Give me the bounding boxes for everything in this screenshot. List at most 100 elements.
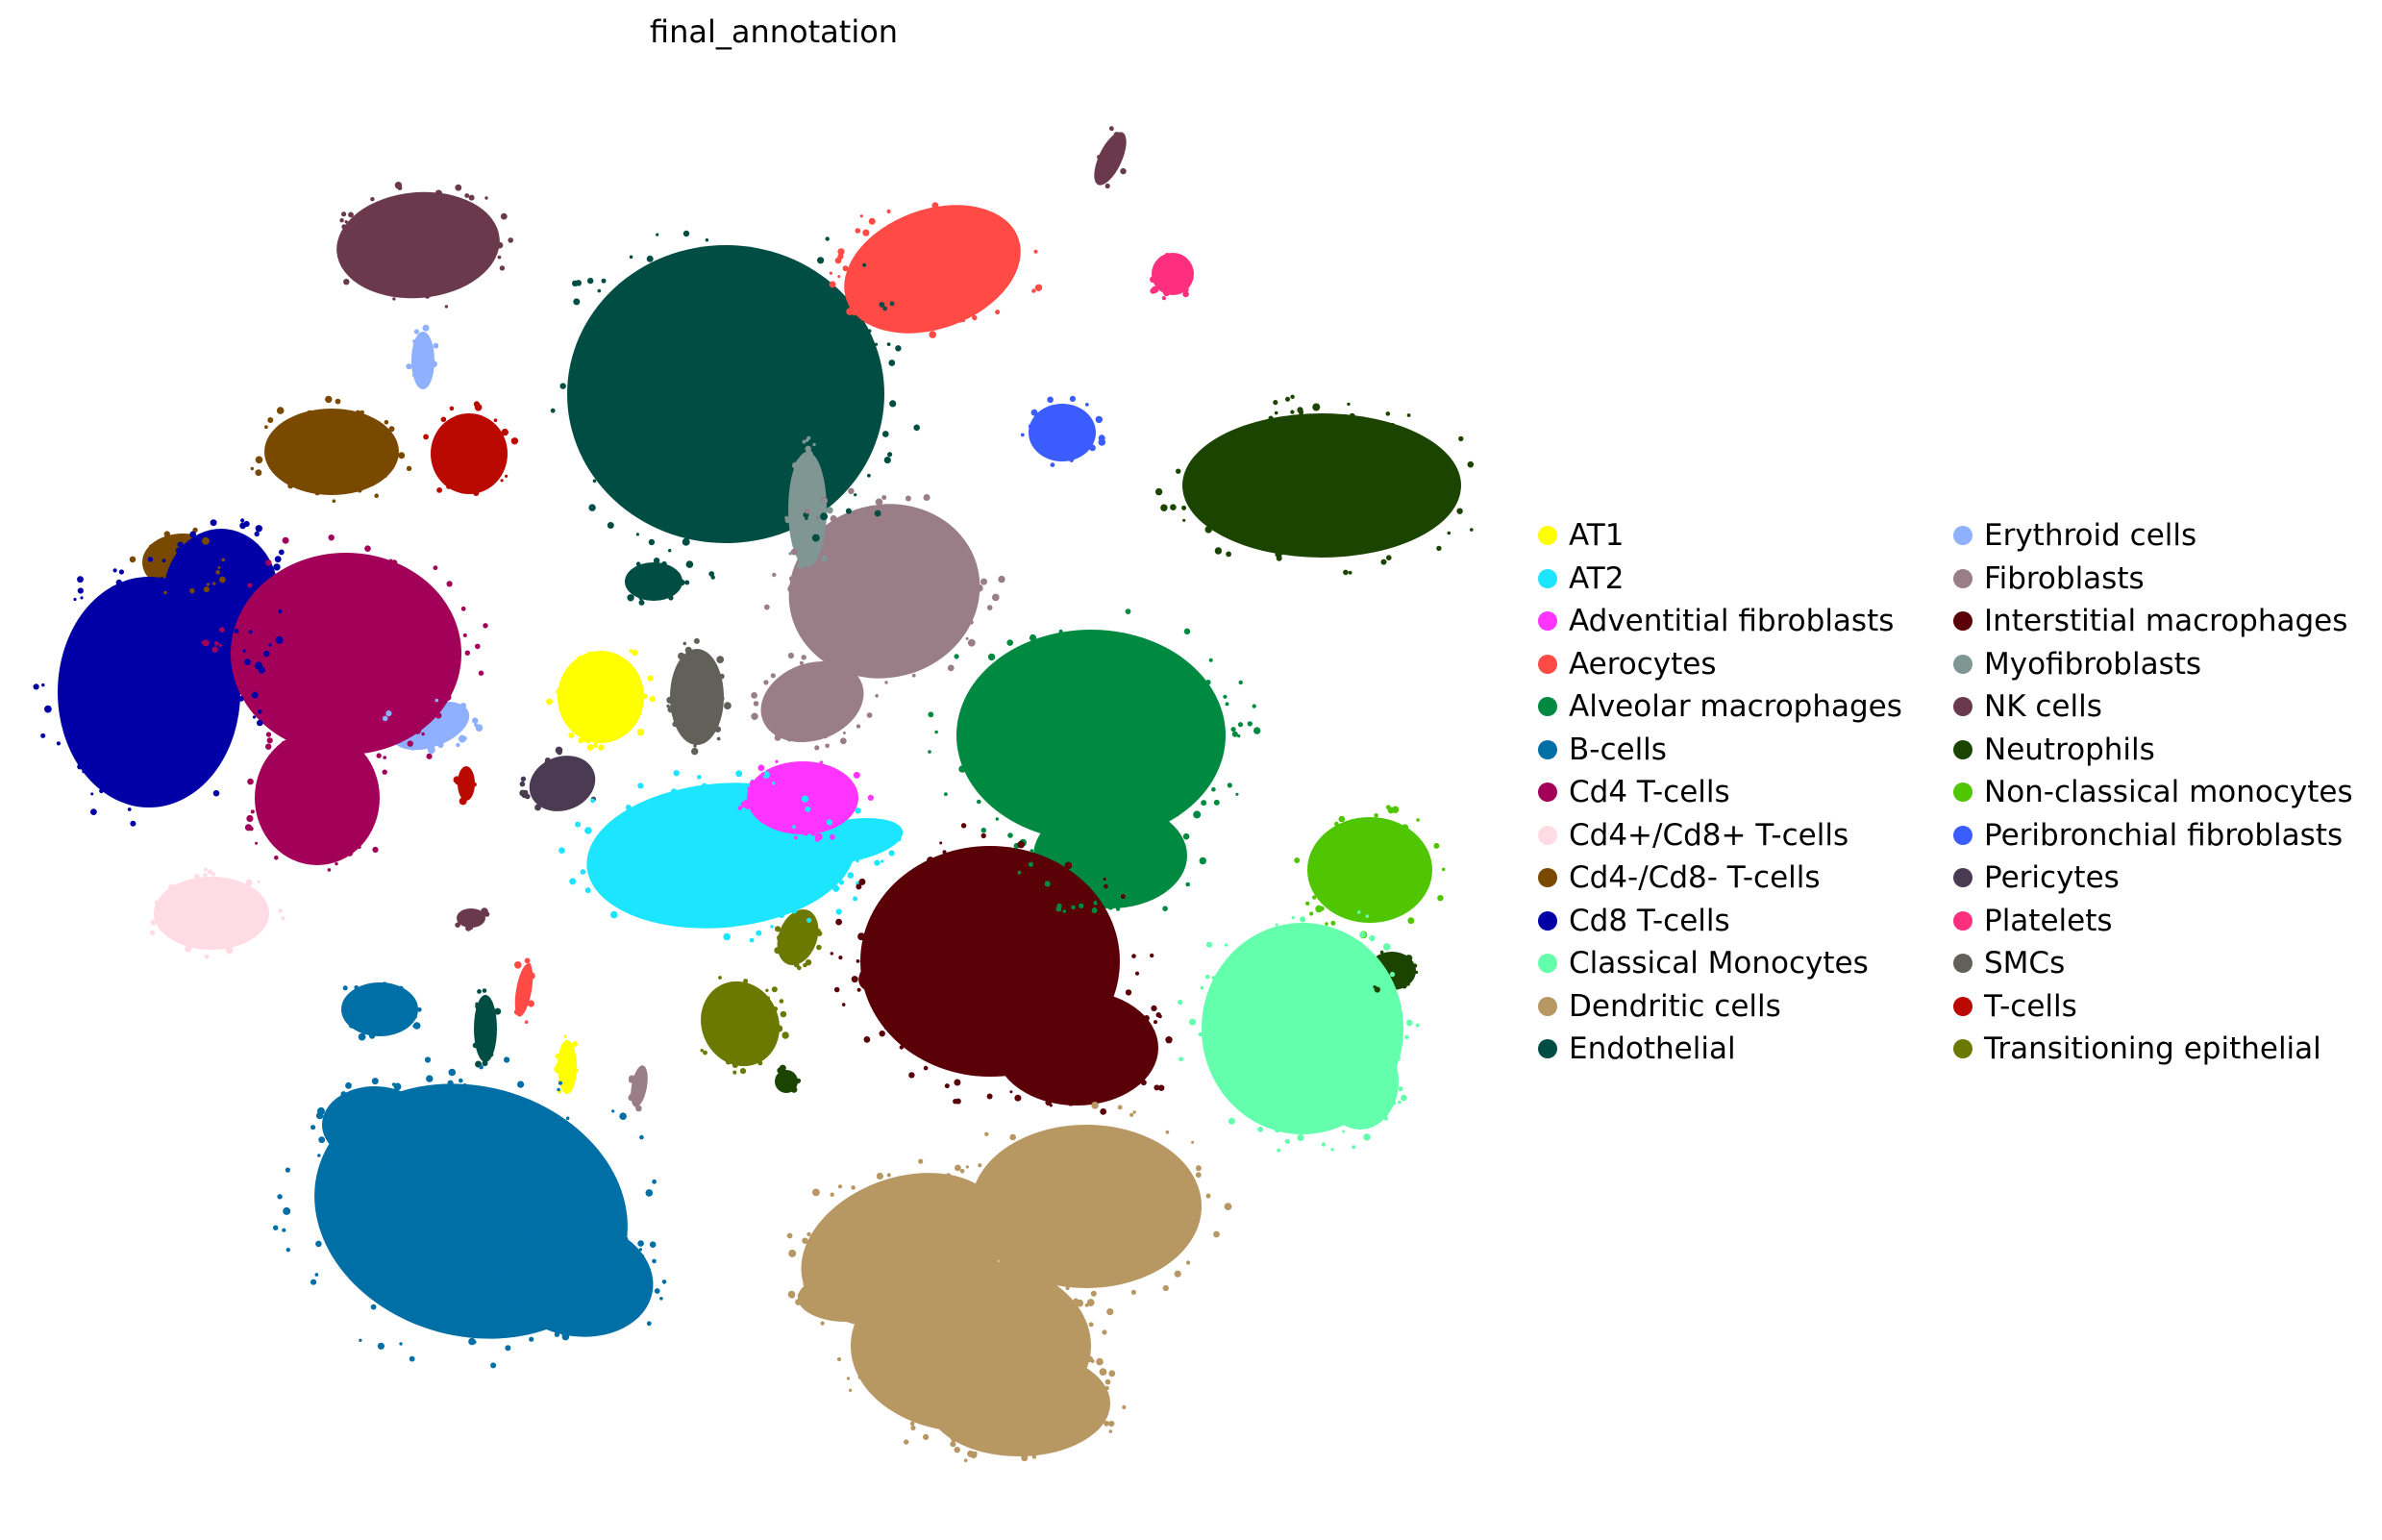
scatter-point xyxy=(1195,1165,1202,1172)
scatter-point xyxy=(479,1064,484,1070)
scatter-point xyxy=(806,1297,810,1301)
scatter-point xyxy=(472,717,479,724)
cluster-interstitial-macrophages xyxy=(995,990,1158,1105)
scatter-point xyxy=(649,696,656,703)
scatter-point xyxy=(393,1082,402,1091)
scatter-point xyxy=(522,1324,526,1328)
scatter-point xyxy=(514,961,522,969)
scatter-point xyxy=(370,197,375,202)
scatter-point xyxy=(90,808,97,815)
scatter-point xyxy=(788,576,795,582)
scatter-point xyxy=(841,658,847,664)
scatter-point xyxy=(728,256,732,260)
scatter-point xyxy=(685,560,694,568)
scatter-point xyxy=(422,324,430,332)
scatter-point xyxy=(667,706,675,713)
scatter-point xyxy=(619,1112,627,1120)
scatter-point xyxy=(1106,1308,1114,1316)
scatter-point xyxy=(374,493,380,498)
scatter-point xyxy=(508,237,513,243)
scatter-point xyxy=(965,1165,969,1169)
scatter-point xyxy=(1141,1138,1147,1144)
scatter-point xyxy=(723,932,731,941)
cluster-cd4-t-cells xyxy=(231,553,461,755)
scatter-point xyxy=(836,857,845,866)
cluster-dendritic-cells xyxy=(798,1274,894,1322)
scatter-point xyxy=(416,1006,422,1012)
scatter-point xyxy=(1160,504,1168,511)
scatter-point xyxy=(718,976,722,980)
scatter-point xyxy=(1084,403,1089,407)
scatter-point xyxy=(578,737,584,744)
scatter-point xyxy=(899,1045,904,1050)
scatter-point xyxy=(1201,800,1207,807)
scatter-point xyxy=(1151,1005,1157,1011)
scatter-point xyxy=(783,840,789,847)
scatter-point xyxy=(475,643,481,650)
scatter-point xyxy=(1055,1394,1059,1399)
scatter-point xyxy=(867,971,871,975)
scatter-point xyxy=(990,1345,998,1353)
scatter-point xyxy=(784,517,790,524)
scatter-point xyxy=(1028,1452,1032,1456)
scatter-point xyxy=(628,1094,635,1102)
scatter-point xyxy=(339,218,344,223)
scatter-point xyxy=(554,1304,561,1312)
scatter-point xyxy=(958,765,966,773)
scatter-point xyxy=(1290,410,1295,414)
scatter-point xyxy=(426,1075,434,1082)
scatter-point xyxy=(1120,894,1126,900)
scatter-point xyxy=(572,1041,579,1047)
scatter-point xyxy=(41,683,45,687)
scatter-point xyxy=(1090,1290,1097,1297)
scatter-point xyxy=(1404,1034,1409,1040)
scatter-point xyxy=(1066,1393,1073,1399)
scatter-point xyxy=(505,474,509,478)
scatter-point xyxy=(782,1031,789,1039)
scatter-point xyxy=(805,959,812,966)
scatter-point xyxy=(185,945,192,953)
scatter-point xyxy=(877,1277,882,1282)
scatter-point xyxy=(317,1154,321,1157)
scatter-point xyxy=(310,857,316,862)
scatter-point xyxy=(965,636,969,640)
scatter-point xyxy=(592,479,597,484)
scatter-point xyxy=(391,559,398,566)
scatter-point xyxy=(819,760,824,765)
scatter-point xyxy=(423,434,429,440)
scatter-point xyxy=(1257,942,1261,946)
cluster-classical-monocytes xyxy=(1322,1033,1399,1130)
scatter-point xyxy=(510,437,519,445)
scatter-point xyxy=(1373,985,1377,989)
scatter-point xyxy=(202,536,210,545)
scatter-point xyxy=(942,1063,946,1067)
scatter-point xyxy=(342,985,348,991)
scatter-point xyxy=(1009,1133,1016,1141)
scatter-point xyxy=(1079,1369,1086,1377)
scatter-point xyxy=(482,988,487,993)
scatter-point xyxy=(1297,1133,1304,1141)
scatter-point xyxy=(573,1296,580,1303)
scatter-point xyxy=(1334,821,1339,827)
scatter-point xyxy=(954,1305,958,1309)
legend-label: Aerocytes xyxy=(1569,646,1717,682)
scatter-point xyxy=(642,269,647,275)
scatter-point xyxy=(584,827,592,834)
scatter-point xyxy=(524,1230,533,1239)
scatter-point xyxy=(82,770,86,774)
scatter-point xyxy=(1205,974,1210,980)
scatter-point xyxy=(1383,1116,1389,1121)
scatter-point xyxy=(809,859,813,863)
scatter-point xyxy=(203,652,211,660)
scatter-point xyxy=(219,627,225,633)
legend-label: Cd4 T-cells xyxy=(1569,775,1730,809)
scatter-point xyxy=(472,1042,479,1049)
scatter-point xyxy=(732,1070,737,1075)
scatter-point xyxy=(527,1000,535,1007)
scatter-point xyxy=(625,805,632,810)
scatter-point xyxy=(268,463,273,468)
scatter-point xyxy=(555,1054,561,1059)
scatter-point xyxy=(894,824,899,829)
legend-marker xyxy=(1953,996,1973,1016)
scatter-point xyxy=(310,1125,316,1130)
